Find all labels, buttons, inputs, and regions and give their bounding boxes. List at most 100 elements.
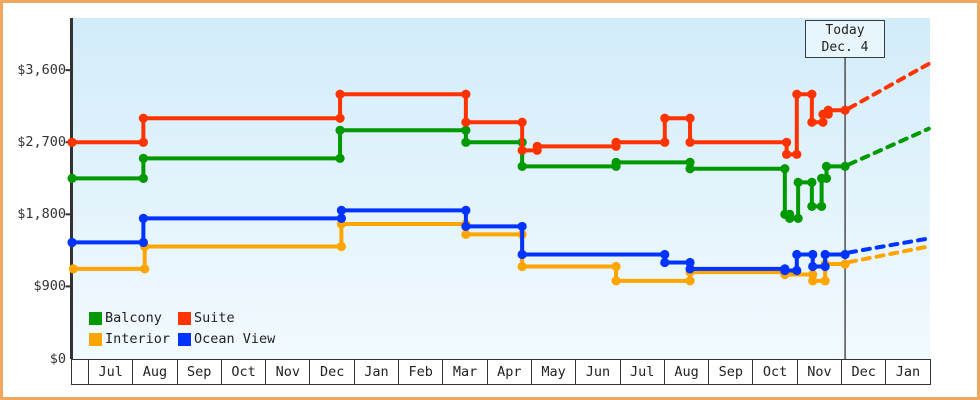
data-point: [780, 164, 790, 174]
legend-item-balcony: Balcony: [89, 310, 178, 326]
data-point: [461, 125, 471, 135]
today-marker-title: Today: [825, 23, 865, 38]
data-point: [517, 221, 527, 232]
data-point: [820, 249, 830, 260]
forecast-line-suite: [847, 61, 931, 111]
data-point: [611, 137, 621, 147]
data-point: [685, 113, 695, 123]
legend-label: Suite: [194, 310, 235, 326]
legend-swatch-icon: [178, 311, 191, 325]
today-marker-date: Dec. 4: [821, 40, 869, 55]
data-point: [821, 161, 832, 171]
today-marker-box: Today Dec. 4: [805, 20, 885, 58]
month-cell-feb: Feb: [398, 360, 442, 384]
data-point: [685, 164, 695, 174]
data-point: [138, 213, 148, 224]
data-point: [461, 137, 471, 147]
month-cell-oct: Oct: [220, 360, 265, 384]
month-cell-dec: Dec: [841, 360, 885, 384]
data-point: [68, 264, 78, 274]
legend-label: Ocean View: [194, 331, 276, 347]
data-point: [792, 149, 802, 159]
data-point: [807, 177, 817, 187]
data-point: [611, 276, 621, 286]
month-cell-oct: Oct: [752, 360, 796, 384]
data-point: [335, 125, 345, 135]
data-point: [461, 221, 471, 232]
data-point: [817, 201, 827, 211]
y-tick-label: $900: [33, 278, 66, 295]
month-cell-jul: Jul: [619, 360, 664, 384]
data-point: [611, 261, 621, 272]
data-point: [517, 145, 527, 155]
data-point: [335, 113, 345, 123]
chart-legend: Balcony Suite Interior Ocean View: [89, 310, 276, 347]
y-tick-label: $3,600: [17, 62, 66, 79]
month-cell-aug: Aug: [132, 360, 176, 384]
month-cell-sep: Sep: [708, 360, 752, 384]
y-tick-label: $2,700: [17, 134, 66, 151]
month-cell-jan: Jan: [885, 360, 929, 384]
data-point: [138, 153, 148, 163]
data-point: [685, 264, 695, 274]
data-point: [821, 173, 832, 183]
data-point: [336, 213, 346, 224]
data-point: [792, 249, 802, 260]
x-axis-month-row: Jul Aug Sep Oct Nov Dec Jan Feb Mar Apr May Jun Jul A…: [71, 359, 931, 385]
x-axis-stub-cell: [72, 360, 88, 384]
data-point: [782, 137, 792, 147]
y-tick-label: $1,800: [17, 206, 66, 223]
data-point: [138, 137, 148, 147]
legend-item-suite: Suite: [178, 310, 275, 326]
data-point: [517, 261, 527, 272]
data-point: [335, 89, 345, 99]
data-point: [793, 177, 803, 187]
data-point: [461, 229, 471, 240]
data-point: [532, 141, 542, 151]
data-point: [461, 117, 471, 127]
data-point: [792, 265, 802, 276]
legend-label: Interior: [105, 331, 171, 347]
forecast-line-ocean-view: [847, 236, 931, 255]
data-point: [818, 117, 828, 127]
month-cell-jun: Jun: [575, 360, 619, 384]
legend-item-ocean-view: Ocean View: [178, 331, 276, 347]
data-point: [820, 276, 830, 286]
data-point: [611, 157, 621, 167]
data-point: [67, 173, 77, 183]
data-point: [782, 149, 792, 159]
data-point: [517, 249, 527, 260]
data-point: [67, 237, 77, 248]
data-point: [336, 241, 346, 252]
data-point: [335, 153, 345, 163]
month-cell-nov: Nov: [796, 360, 841, 384]
data-point: [140, 264, 150, 274]
legend-swatch-icon: [178, 332, 191, 346]
data-point: [660, 137, 670, 147]
data-point: [67, 137, 77, 147]
month-cell-nov: Nov: [265, 360, 309, 384]
data-point: [685, 276, 695, 286]
data-point: [138, 237, 148, 248]
y-tick-label: $0: [49, 350, 66, 367]
data-point: [780, 265, 790, 276]
plot-area: [72, 18, 930, 359]
data-point: [808, 249, 818, 260]
data-point: [660, 257, 670, 268]
data-point: [807, 201, 817, 211]
month-cell-dec: Dec: [309, 360, 353, 384]
data-point: [808, 269, 818, 280]
data-point: [823, 105, 833, 115]
series-line-interior: [73, 222, 846, 283]
month-cell-aug: Aug: [663, 360, 708, 384]
forecast-line-interior: [847, 244, 931, 265]
data-point: [461, 89, 471, 99]
legend-item-interior: Interior: [89, 331, 178, 347]
data-point: [517, 117, 527, 127]
data-point: [660, 113, 670, 123]
data-point: [138, 113, 148, 123]
data-point: [808, 261, 818, 272]
data-point: [792, 89, 802, 99]
data-point: [793, 213, 803, 224]
